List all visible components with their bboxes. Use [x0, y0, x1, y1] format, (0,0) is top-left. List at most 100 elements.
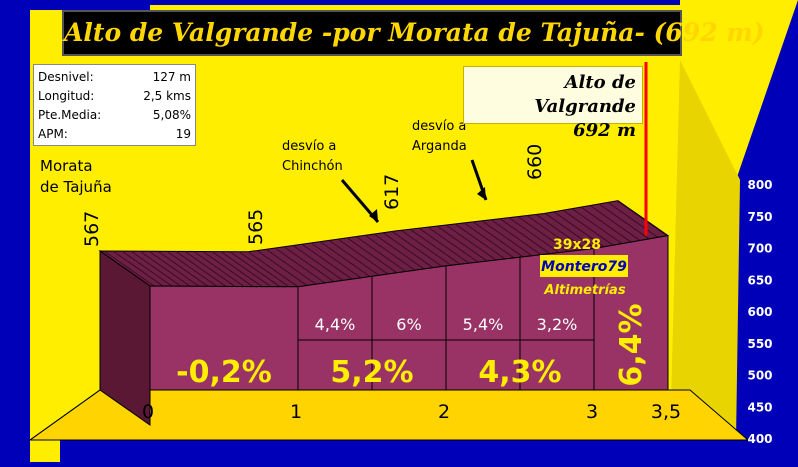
annotation-label: desvío a: [282, 139, 336, 154]
profile-hatch: [220, 251, 272, 288]
profile-hatch: [436, 225, 488, 262]
profile-hatch: [400, 229, 452, 266]
profile-hatch: [355, 236, 407, 272]
start-label-line2: de Tajuña: [40, 178, 112, 196]
profile-hatch: [544, 212, 596, 249]
profile-hatch: [553, 211, 605, 248]
x-tick-label: 0: [142, 401, 154, 423]
stats-label: Desnivel:: [38, 70, 94, 84]
profile-hatch: [445, 224, 497, 261]
profile-hatch: [103, 250, 155, 287]
segment-gradient-label: 5,2%: [330, 355, 413, 390]
profile-hatch: [508, 217, 560, 254]
profile-hatch: [283, 246, 335, 283]
profile-hatch: [490, 219, 542, 256]
stats-panel: Desnivel: 127 m Longitud: 2,5 kms Pte.Medi…: [33, 64, 196, 146]
stats-row-desnivel: Desnivel: 127 m: [38, 68, 191, 87]
watermark-top: 39x28: [553, 237, 601, 253]
stats-row-longitud: Longitud: 2,5 kms: [38, 87, 191, 106]
profile-hatch: [409, 228, 461, 265]
chart-wall-right: [670, 60, 740, 440]
start-label: Morata de Tajuña: [40, 156, 112, 198]
profile-hatch: [346, 237, 398, 274]
profile-hatch: [427, 226, 479, 263]
profile-hatch: [238, 251, 290, 288]
profile-hatch: [301, 243, 353, 280]
profile-hatch: [472, 221, 524, 258]
watermark-sub: Altimetrías: [543, 283, 625, 298]
profile-hatch: [121, 250, 173, 287]
profile-hatch: [499, 218, 551, 255]
x-tick-label: 2: [438, 401, 450, 423]
profile-front-face: [149, 235, 669, 391]
stats-label: APM:: [38, 127, 68, 141]
profile-hatch: [481, 220, 533, 257]
y-tick-label: 550: [747, 337, 772, 351]
segment-gradient-label: -0,2%: [176, 355, 272, 390]
stats-row-pendiente: Pte.Media: 5,08%: [38, 106, 191, 125]
profile-hatch: [292, 245, 344, 281]
segment-gradient-label: 6,4%: [614, 303, 649, 386]
watermark-box: [540, 255, 628, 277]
profile-hatch: [517, 216, 569, 252]
x-tick-label: 3: [586, 401, 598, 423]
altitude-label: 660: [524, 144, 546, 180]
profile-hatch: [418, 227, 470, 264]
profile-hatch: [580, 206, 632, 243]
half-km-gradient-label: 6%: [396, 315, 421, 334]
x-tick-label: 1: [290, 401, 302, 423]
y-tick-label: 500: [747, 369, 772, 383]
profile-hatch: [382, 232, 434, 269]
floor-edge: [29, 389, 101, 441]
profile-hatch: [148, 250, 200, 287]
summit-altitude: 692 m: [573, 120, 636, 141]
half-km-gradient-label: 5,4%: [463, 315, 504, 334]
y-tick-label: 400: [747, 432, 772, 446]
profile-hatch: [157, 250, 209, 287]
profile-hatch: [202, 251, 254, 287]
stats-label: Pte.Media:: [38, 108, 102, 122]
profile-hatch: [193, 251, 245, 287]
profile-hatch: [175, 251, 227, 287]
stats-value: 127 m: [152, 70, 191, 84]
altitude-label: 617: [381, 174, 403, 210]
annotation-arrowhead: [369, 209, 378, 222]
profile-hatch: [130, 250, 182, 287]
half-km-gradient-label: 4,4%: [315, 315, 356, 334]
profile-hatch: [265, 248, 317, 285]
profile-hatch: [463, 222, 515, 259]
annotation-label: Arganda: [412, 139, 467, 154]
summit-name: Alto de Valgrande: [534, 72, 636, 117]
profile-hatch: [571, 208, 623, 245]
y-tick-label: 750: [747, 210, 772, 224]
profile-hatch: [247, 251, 299, 288]
profile-hatch: [184, 251, 236, 287]
altitude-label: 567: [81, 211, 103, 247]
profile-hatch: [373, 233, 425, 270]
y-tick-label: 600: [747, 305, 772, 319]
profile-hatch: [535, 214, 587, 250]
profile-hatch: [391, 231, 443, 267]
y-tick-label: 650: [747, 273, 772, 287]
profile-hatch: [256, 250, 308, 286]
stats-value: 2,5 kms: [143, 89, 191, 103]
y-tick-label: 800: [747, 178, 772, 192]
x-tick-label: 3,5: [651, 401, 681, 423]
annotation-arrowhead: [477, 187, 486, 200]
profile-hatch: [112, 250, 164, 287]
stats-value: 19: [175, 127, 191, 141]
profile-hatch: [274, 247, 326, 284]
profile-hatch: [337, 238, 389, 275]
stats-value: 5,08%: [152, 108, 191, 122]
half-km-gradient-label: 3,2%: [537, 315, 578, 334]
profile-hatch: [166, 250, 218, 287]
start-label-line1: Morata: [40, 157, 93, 175]
summit-label: Alto de Valgrande 692 m: [463, 66, 643, 141]
watermark-name: Montero79: [541, 259, 627, 275]
profile-hatch: [229, 251, 281, 288]
profile-hatch: [526, 215, 578, 251]
profile-hatch: [454, 223, 506, 260]
profile-hatch: [364, 234, 416, 271]
segment-gradient-label: 4,3%: [478, 355, 561, 390]
profile-hatch: [139, 250, 191, 287]
